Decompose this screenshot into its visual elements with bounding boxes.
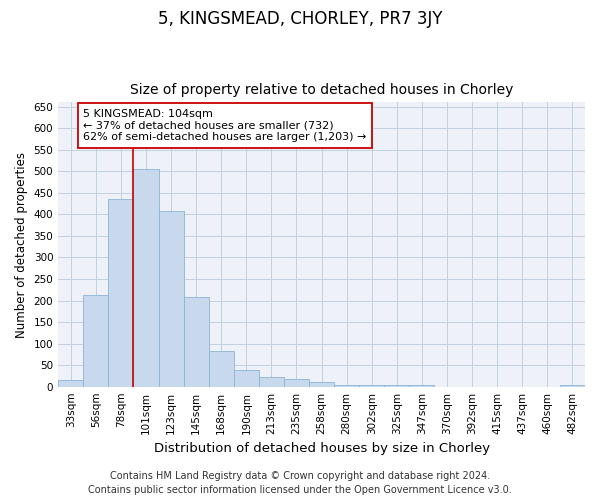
Bar bbox=[359, 384, 385, 386]
Bar bbox=[234, 370, 259, 386]
Text: 5 KINGSMEAD: 104sqm
← 37% of detached houses are smaller (732)
62% of semi-detac: 5 KINGSMEAD: 104sqm ← 37% of detached ho… bbox=[83, 109, 367, 142]
X-axis label: Distribution of detached houses by size in Chorley: Distribution of detached houses by size … bbox=[154, 442, 490, 455]
Text: Contains HM Land Registry data © Crown copyright and database right 2024.
Contai: Contains HM Land Registry data © Crown c… bbox=[88, 471, 512, 495]
Bar bbox=[58, 380, 83, 386]
Bar bbox=[309, 382, 334, 386]
Bar bbox=[209, 351, 234, 386]
Bar bbox=[385, 384, 409, 386]
Bar bbox=[109, 200, 133, 386]
Y-axis label: Number of detached properties: Number of detached properties bbox=[15, 152, 28, 338]
Bar bbox=[184, 297, 209, 386]
Title: Size of property relative to detached houses in Chorley: Size of property relative to detached ho… bbox=[130, 83, 513, 97]
Bar bbox=[158, 211, 184, 386]
Bar bbox=[409, 384, 434, 386]
Text: 5, KINGSMEAD, CHORLEY, PR7 3JY: 5, KINGSMEAD, CHORLEY, PR7 3JY bbox=[158, 10, 442, 28]
Bar bbox=[133, 169, 158, 386]
Bar bbox=[259, 377, 284, 386]
Bar bbox=[334, 384, 359, 386]
Bar bbox=[83, 296, 109, 386]
Bar bbox=[284, 379, 309, 386]
Bar bbox=[560, 384, 585, 386]
